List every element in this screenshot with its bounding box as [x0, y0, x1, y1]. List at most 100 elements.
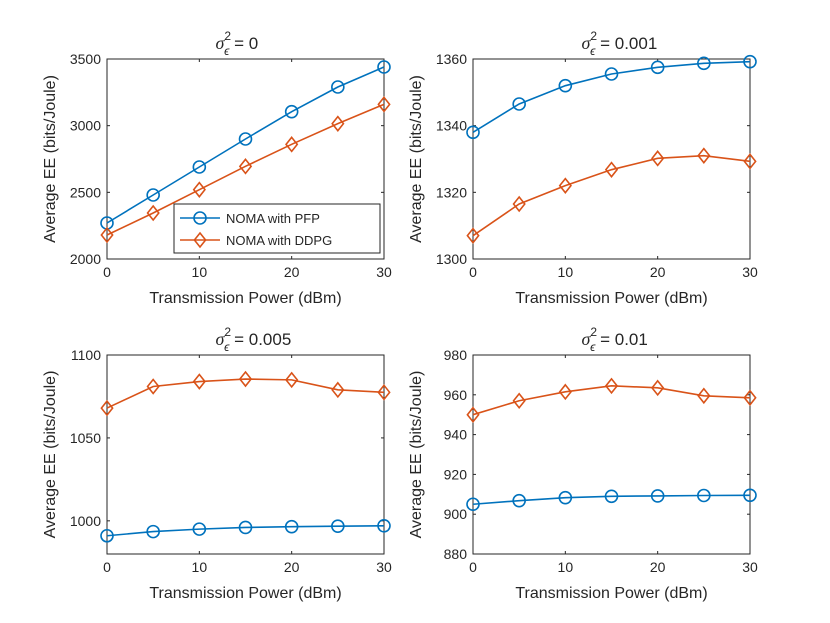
y-axis-label: Average EE (bits/Joule) [408, 371, 425, 539]
data-point-ddpg [558, 177, 572, 194]
panel-title: σ2 ϵ = 0 [216, 29, 259, 58]
data-point-pfp [743, 488, 757, 503]
legend-box [173, 203, 381, 254]
legend-marker-pfp [193, 211, 207, 225]
series-line-ddpg [106, 103, 385, 236]
legend-label-ddpg: NOMA with DDPG [226, 233, 332, 248]
data-point-ddpg [466, 227, 480, 244]
data-point-ddpg [331, 115, 345, 132]
data-point-pfp [238, 520, 253, 535]
y-tick-label: 920 [444, 466, 468, 482]
data-point-pfp [284, 104, 299, 119]
data-point-pfp [192, 522, 207, 536]
axes-box [472, 354, 751, 555]
series-line-pfp [106, 525, 385, 537]
data-point-ddpg [377, 384, 391, 401]
title-sigma: σ [582, 33, 592, 53]
data-point-ddpg [146, 204, 160, 222]
data-point-ddpg [512, 392, 526, 410]
title-suffix: = 0.005 [229, 330, 291, 349]
data-point-ddpg [558, 383, 572, 401]
data-point-pfp [377, 519, 391, 533]
data-point-pfp [146, 188, 160, 202]
series-line-pfp [472, 60, 751, 134]
title-suffix: = 0.01 [595, 330, 647, 349]
x-axis-label: Transmission Power (dBm) [515, 585, 707, 602]
title-sigma: σ [216, 33, 226, 53]
y-tick-label: 1000 [70, 513, 101, 529]
title-sigma: σ [582, 329, 592, 349]
data-point-ddpg [100, 399, 114, 417]
data-point-pfp [192, 160, 207, 174]
data-point-pfp [512, 97, 526, 111]
data-point-pfp [650, 60, 665, 75]
data-point-pfp [697, 488, 711, 503]
data-point-ddpg [512, 195, 526, 213]
data-point-ddpg [697, 147, 711, 164]
title-sigma: σ [216, 329, 226, 349]
data-point-ddpg [604, 161, 619, 178]
title-suffix: = 0.001 [595, 34, 657, 53]
y-tick-label: 1320 [436, 184, 467, 200]
panel-title: σ2 ϵ = 0.01 [582, 325, 648, 354]
title-superscript: 2 [590, 29, 597, 43]
panel-1: 0 10 20 30 2000 2500 3000 3500 Transmission Powe… [42, 29, 392, 307]
x-tick-label: 20 [650, 559, 666, 575]
title-subscript: ϵ [224, 44, 230, 58]
data-point-pfp [238, 132, 253, 146]
y-tick-label: 980 [444, 347, 468, 363]
y-tick-label: 1300 [436, 251, 467, 267]
data-point-pfp [466, 125, 480, 140]
data-point-ddpg [651, 379, 665, 397]
panel-title: σ2 ϵ = 0.005 [216, 325, 292, 354]
data-point-ddpg [651, 150, 665, 167]
x-tick-label: 10 [558, 559, 574, 575]
y-tick-label: 1100 [71, 347, 101, 363]
data-point-pfp [743, 54, 757, 69]
panel-4: 0 10 20 30 880 900 920 940 960 980 Transmission Po… [408, 325, 758, 602]
data-point-pfp [604, 67, 619, 81]
data-point-ddpg [285, 371, 299, 389]
title-subscript: ϵ [224, 340, 230, 354]
series-line-ddpg [106, 378, 385, 409]
data-point-pfp [377, 60, 391, 74]
y-tick-label: 2000 [70, 251, 101, 267]
data-point-pfp [558, 490, 573, 505]
x-tick-label: 10 [192, 264, 208, 280]
data-point-pfp [466, 497, 480, 512]
panel-2: 0 10 20 30 1300 1320 1340 1360 Transmission Powe… [408, 29, 758, 307]
x-tick-label: 20 [650, 264, 666, 280]
panel-title: σ2 ϵ = 0.001 [582, 29, 658, 58]
data-point-ddpg [697, 387, 711, 405]
data-point-pfp [558, 78, 573, 93]
x-tick-label: 0 [103, 264, 111, 280]
x-tick-label: 0 [469, 264, 477, 280]
data-point-pfp [100, 528, 114, 543]
y-axis-label: Average EE (bits/Joule) [408, 75, 425, 243]
y-tick-label: 1360 [436, 51, 467, 67]
y-tick-label: 3000 [70, 118, 101, 134]
series-line-ddpg [472, 385, 751, 416]
x-tick-label: 30 [742, 559, 758, 575]
title-superscript: 2 [224, 29, 231, 43]
axes-box [472, 58, 751, 260]
x-tick-label: 0 [469, 559, 477, 575]
y-axis-label: Average EE (bits/Joule) [42, 371, 59, 539]
x-tick-label: 0 [103, 559, 111, 575]
data-point-ddpg [743, 153, 757, 170]
y-tick-label: 900 [444, 506, 468, 522]
legend-label-pfp: NOMA with PFP [226, 211, 320, 226]
y-axis-label: Average EE (bits/Joule) [42, 75, 59, 243]
data-point-ddpg [377, 96, 391, 113]
x-tick-label: 30 [742, 264, 758, 280]
data-point-pfp [331, 80, 345, 94]
y-tick-label: 1050 [70, 430, 101, 446]
y-tick-label: 2500 [70, 184, 101, 200]
data-point-pfp [604, 489, 619, 504]
data-point-ddpg [285, 136, 299, 153]
data-point-ddpg [238, 370, 253, 388]
data-point-ddpg [743, 389, 757, 407]
data-point-ddpg [238, 158, 253, 175]
x-tick-label: 20 [284, 264, 300, 280]
